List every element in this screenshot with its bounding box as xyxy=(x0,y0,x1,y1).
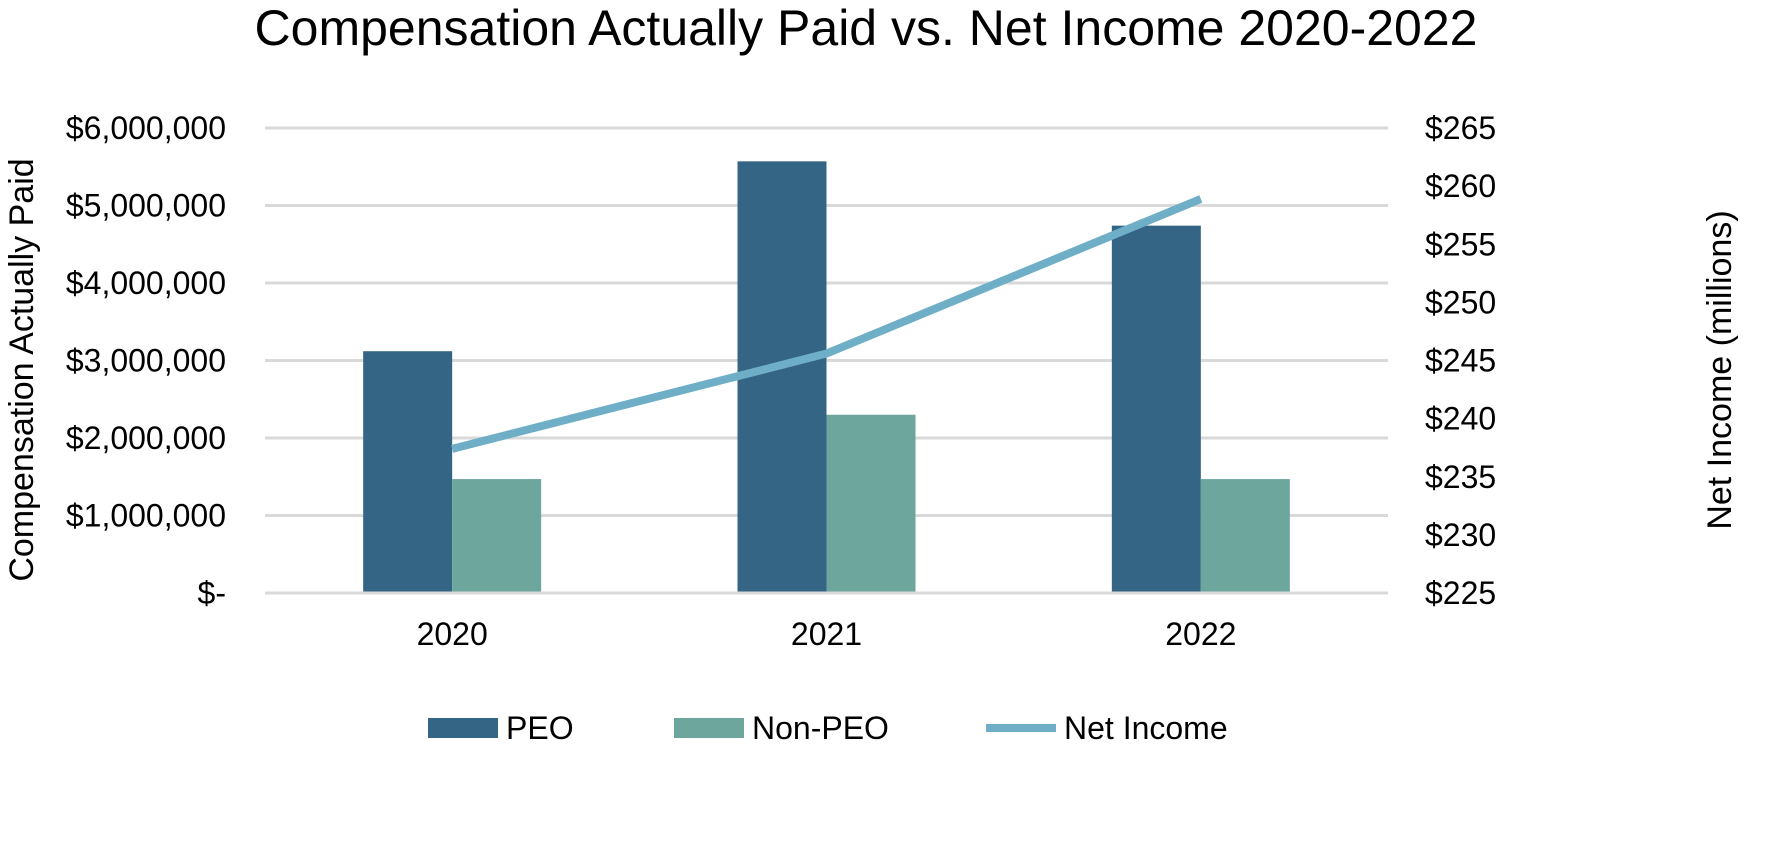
y2-tick-label: $250 xyxy=(1425,284,1496,320)
y-tick-label: $2,000,000 xyxy=(66,420,226,456)
y2-axis-title: Net Income (millions) xyxy=(1701,210,1739,529)
y2-tick-label: $255 xyxy=(1425,226,1496,262)
y2-tick-label: $230 xyxy=(1425,517,1496,553)
net-income-line-layer xyxy=(451,195,1203,453)
right-axis-ticks: $225 $230 $235 $240 $245 $250 $255 $260 $265 xyxy=(1425,110,1496,611)
bar-non-peo-2021 xyxy=(826,414,916,593)
y2-tick-label: $240 xyxy=(1425,401,1496,437)
legend-label: Non-PEO xyxy=(752,710,889,746)
bar-peo-2022 xyxy=(1111,225,1201,593)
y2-tick-label: $225 xyxy=(1425,575,1496,611)
legend-swatch xyxy=(674,718,744,738)
bar-non-peo-2022 xyxy=(1200,479,1290,593)
x-tick-label: 2020 xyxy=(417,616,488,652)
y-axis-title: Compensation Actually Paid xyxy=(3,158,41,581)
y2-tick-label: $260 xyxy=(1425,168,1496,204)
y-tick-label: $- xyxy=(198,575,226,611)
y-tick-label: $4,000,000 xyxy=(66,265,226,301)
y-tick-label: $3,000,000 xyxy=(66,343,226,379)
bar-non-peo-2020 xyxy=(452,479,542,593)
bars xyxy=(265,161,1388,595)
y-tick-label: $1,000,000 xyxy=(66,498,226,534)
legend-swatch xyxy=(428,718,498,738)
x-tick-label: 2022 xyxy=(1165,616,1236,652)
legend-label: Net Income xyxy=(1064,710,1228,746)
bar-peo-2020 xyxy=(363,351,453,593)
x-axis-ticks: 2020 2021 2022 xyxy=(417,616,1237,652)
y-tick-label: $6,000,000 xyxy=(66,110,226,146)
y2-tick-label: $245 xyxy=(1425,343,1496,379)
bar-peo-2021 xyxy=(737,161,827,593)
line-net-income xyxy=(451,195,1203,453)
x-tick-label: 2021 xyxy=(791,616,862,652)
legend: PEO Non-PEO Net Income xyxy=(428,710,1228,746)
left-axis-ticks: $- $1,000,000 $2,000,000 $3,000,000 $4,000,0… xyxy=(66,110,226,611)
y-tick-label: $5,000,000 xyxy=(66,188,226,224)
chart-title: Compensation Actually Paid vs. Net Incom… xyxy=(255,0,1478,56)
y2-tick-label: $235 xyxy=(1425,459,1496,495)
y2-tick-label: $265 xyxy=(1425,110,1496,146)
legend-label: PEO xyxy=(506,710,574,746)
